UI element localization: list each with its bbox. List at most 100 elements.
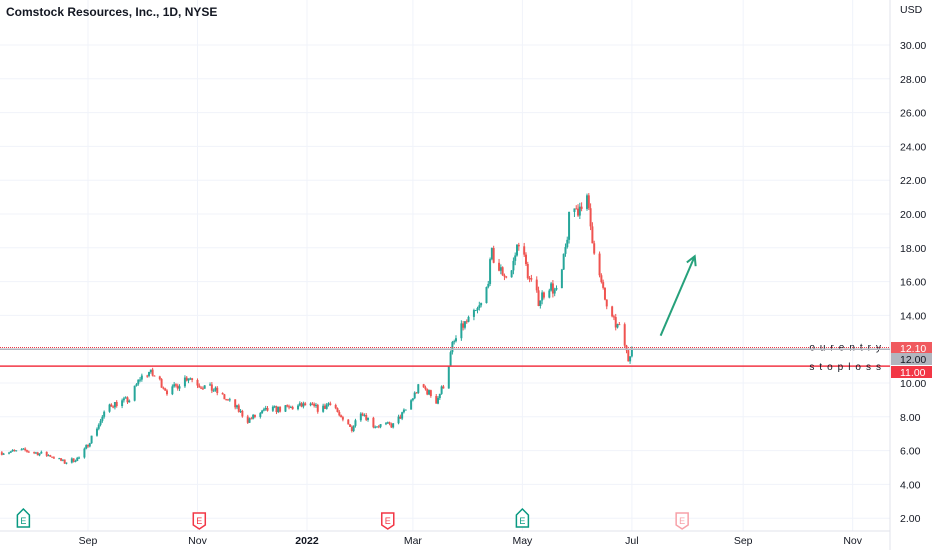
candle-body [375,426,378,428]
candle-body [284,405,287,412]
candle-body [437,398,440,404]
candle-body [349,424,352,427]
candle-body [472,310,475,317]
candle-body [478,305,481,309]
earnings-marker-icon[interactable] [515,507,530,528]
candle-body [424,387,427,390]
candle-body [15,450,18,452]
candle-body [235,405,238,408]
earnings-marker-label: E [196,516,202,526]
candle-body [573,208,576,212]
candle-body [587,195,590,209]
candle-body [390,423,393,428]
candle-body [198,385,201,388]
candle-body [275,406,278,413]
candle-body [487,283,490,288]
candle-body [627,350,630,362]
y-tick-label: 30.00 [900,40,926,52]
candle-body [227,399,230,401]
candle-body [228,399,231,401]
candle-body [586,195,589,209]
candle-body [185,377,188,381]
candle-body [20,449,23,451]
earnings-marker-icon[interactable] [381,512,395,530]
candle-body [352,425,355,431]
candle-body [465,321,468,323]
candle-body [122,398,125,401]
candle-body [38,453,41,456]
candle-body [24,448,27,451]
candle-body [203,385,206,389]
candle-body [411,398,414,401]
candle-body [90,435,93,444]
candle-body [530,278,533,280]
candle-body [271,406,274,411]
y-tick-label: 16.00 [900,277,926,289]
candle-body [78,457,81,459]
candle-body [449,352,452,367]
candle-body [49,455,52,457]
candle-body [575,208,578,210]
candle-body [137,379,140,385]
candle-body [336,408,339,412]
candle-body [499,267,502,271]
candle-body [555,288,558,290]
candle-body [311,403,314,405]
candle-body [289,406,292,408]
candle-body [113,401,116,408]
candle-body [148,372,151,376]
y-tick-label: 14.00 [900,310,926,322]
candle-body [402,409,405,413]
candle-body [34,452,37,454]
candle-body [623,324,626,346]
candle-body [505,276,508,278]
candle-body [277,406,280,413]
candle-body [286,405,289,407]
candle-body [384,423,387,425]
candle-body [176,385,179,389]
candle-body [246,416,249,423]
candle-body [614,317,617,328]
candle-body [334,405,337,409]
y-tick-label: 24.00 [900,141,926,153]
candle-body [8,452,11,454]
price-label-bg [891,342,932,354]
candle-body [250,418,253,420]
earnings-marker-icon[interactable] [192,512,207,530]
candle-body [83,448,86,458]
earnings-marker-icon[interactable] [675,512,689,530]
candle-body [367,417,370,420]
candle-body [618,324,621,326]
earnings-marker-icon[interactable] [16,507,31,528]
candle-body [426,389,429,395]
candle-body [216,387,219,394]
candle-body [300,403,303,407]
candle-body [372,417,375,428]
candle-body [63,459,66,464]
candle-body [61,459,64,461]
candle-body [209,384,212,386]
x-tick-label: Nov [188,535,207,547]
candle-body [266,407,269,411]
candle-body [27,451,30,453]
candle-body [126,397,129,403]
price-label-bg [891,353,932,365]
candle-body [191,378,194,380]
candle-body [183,377,186,387]
candle-body [539,300,542,306]
candle-body [379,424,382,427]
candle-body [101,416,104,421]
candle-body [541,292,544,301]
candle-body [108,404,111,412]
candle-body [279,406,282,412]
candle-body [323,405,326,409]
candle-body [52,457,55,459]
candle-body [60,458,63,461]
candle-body [629,356,632,362]
candle-body [377,426,380,428]
candle-body [158,376,161,380]
candle-body [447,366,450,389]
candle-body [139,379,142,381]
candle-body [410,400,413,410]
